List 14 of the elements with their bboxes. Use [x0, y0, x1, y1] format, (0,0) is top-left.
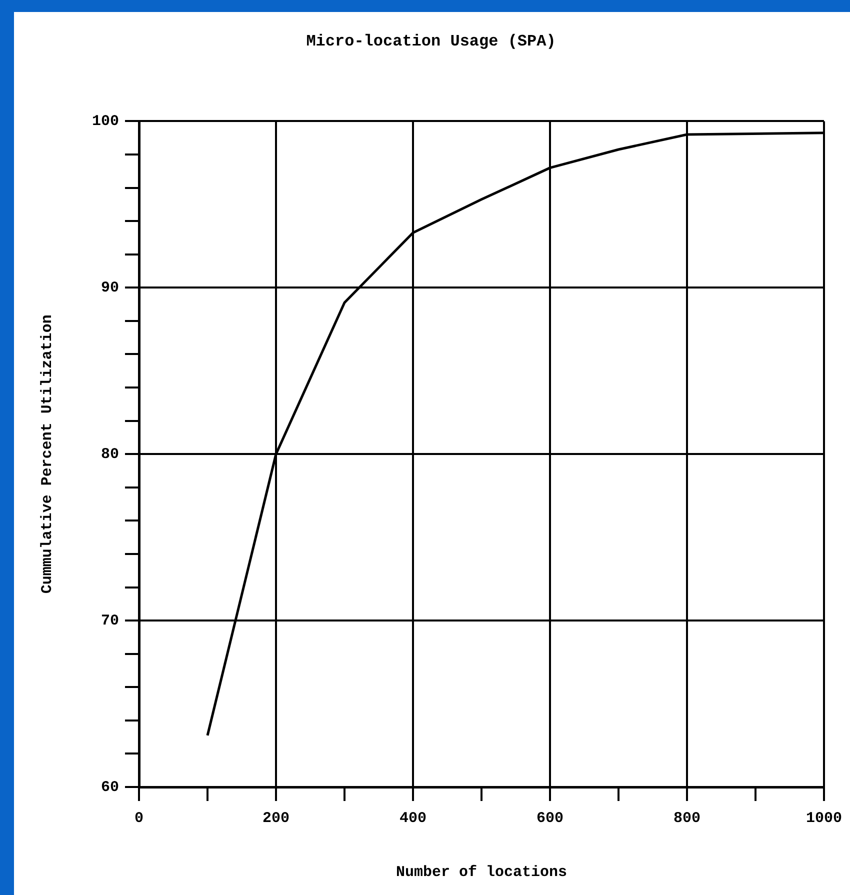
y-tick-label: 60: [100, 778, 120, 796]
y-axis-title: Cummulative Percent Utilization: [38, 314, 56, 594]
x-tick-label: 600: [536, 810, 564, 827]
chart-title: Micro-location Usage (SPA): [306, 32, 556, 51]
y-tick-label: 70: [100, 612, 120, 630]
x-tick-label: 200: [262, 810, 290, 827]
y-tick-label: 100: [92, 112, 120, 130]
y-tick-label: 90: [100, 279, 120, 296]
x-tick-label: 800: [673, 810, 701, 827]
x-tick-label: 400: [399, 810, 427, 827]
x-tick-label: 0: [134, 810, 144, 827]
y-tick-label: 80: [100, 446, 120, 463]
x-axis-title: Number of locations: [396, 864, 568, 881]
x-tick-label: 1000: [806, 810, 842, 827]
